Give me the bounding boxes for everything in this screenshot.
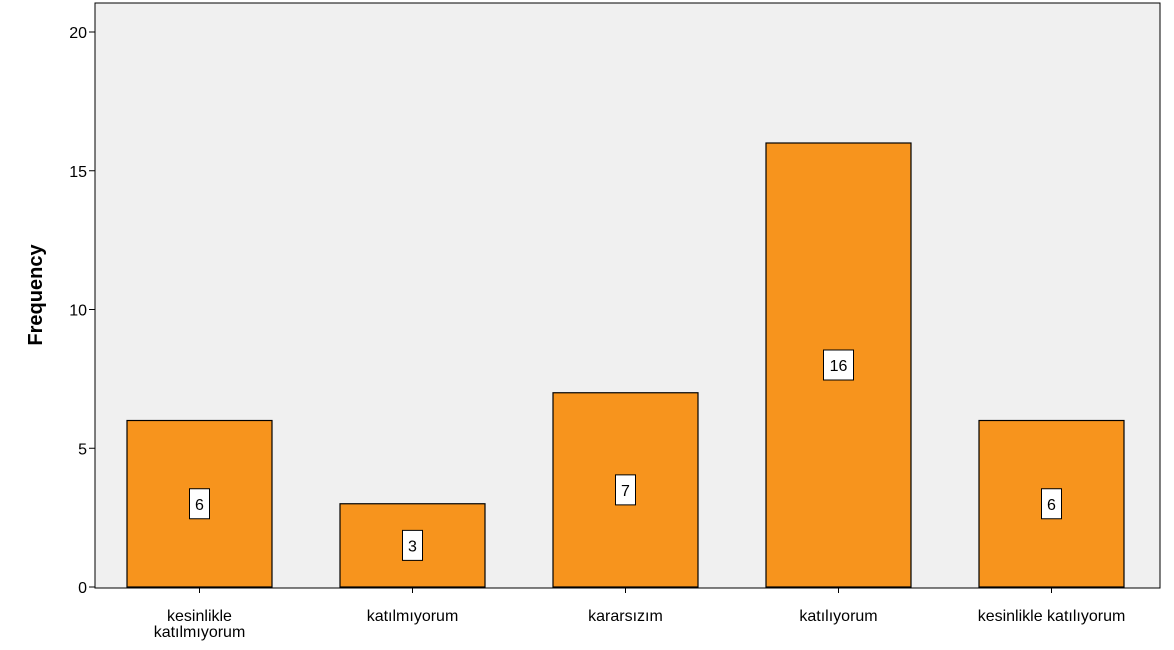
y-tick-label-10: 10 [69,303,87,320]
y-axis-label: Frequency [25,244,47,346]
data-label-3: 16 [830,358,848,375]
data-label-2: 7 [621,483,630,500]
x-tick-label-4: kesinlikle katılıyorum [978,608,1126,625]
data-label-box-4 [1041,488,1062,520]
data-label-box-3 [823,349,854,381]
data-label-0: 6 [195,497,204,514]
data-label-4: 6 [1047,497,1056,514]
x-tick-label-0-line-0: kesinlikle [167,608,232,625]
y-tick-label-15: 15 [69,164,87,181]
x-tick-label-2: kararsızım [588,608,663,625]
x-tick-label-3: katılıyorum [799,608,877,625]
y-axis: 0 5 10 15 20 [69,25,95,597]
y-tick-label-20: 20 [69,25,87,42]
y-tick-label-0: 0 [78,580,87,597]
data-label-box-0 [189,488,210,520]
x-tick-label-1: katılmıyorum [367,608,459,625]
data-label-box-1 [402,529,423,561]
data-labels-group: 6 3 7 16 6 [189,349,1062,561]
bars-group [126,142,1125,588]
data-label-box-2 [615,474,636,506]
x-tick-label-0-line-1: katılmıyorum [154,624,246,641]
data-label-1: 3 [408,538,417,555]
y-tick-label-5: 5 [78,441,87,458]
